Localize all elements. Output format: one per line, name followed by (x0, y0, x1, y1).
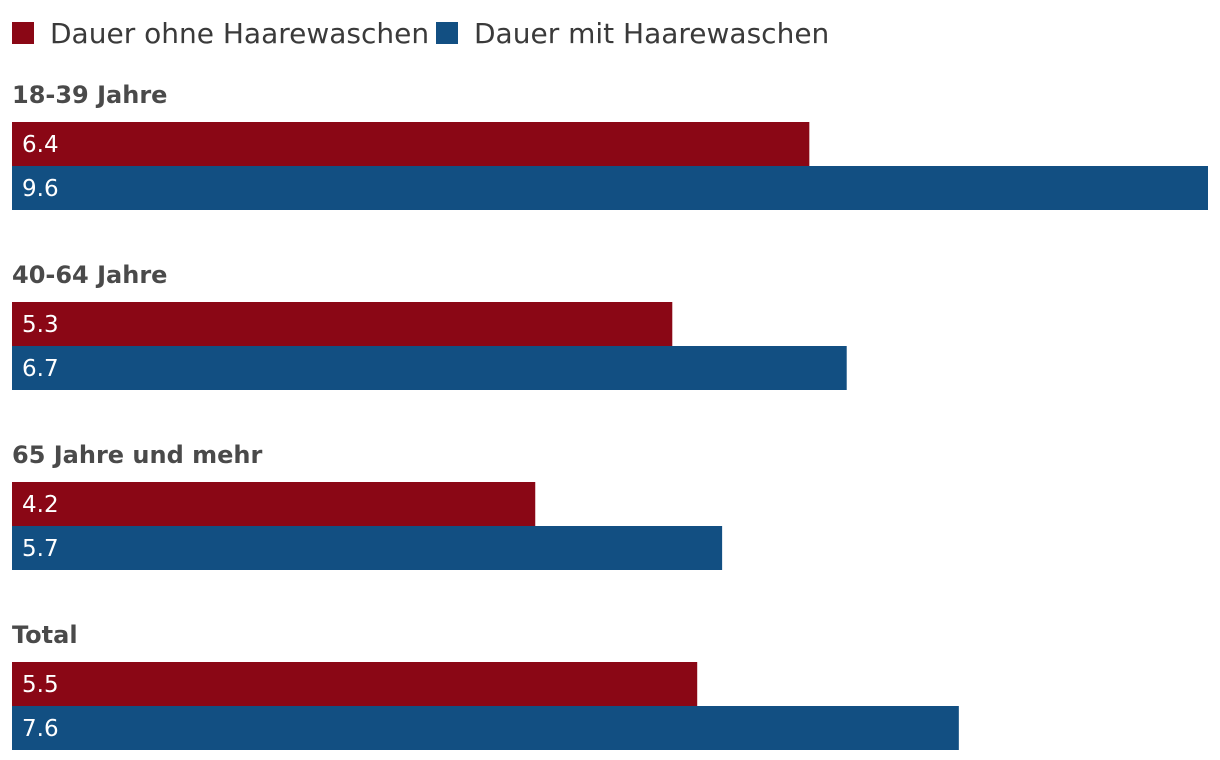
legend-item: Dauer ohne Haarewaschen (12, 17, 429, 50)
bar-value-label: 6.4 (22, 132, 59, 158)
plot-area: 18-39 Jahre 6.4 9.6 40-64 Jahre 5.3 6.7 65 Jah… (12, 81, 1208, 750)
bar-value-label: 5.5 (22, 672, 59, 698)
bar (12, 122, 810, 166)
bar (12, 166, 1208, 210)
bar-group: 40-64 Jahre 5.3 6.7 (12, 261, 847, 390)
bar-value-label: 5.3 (22, 312, 59, 338)
legend: Dauer ohne Haarewaschen Dauer mit Haarew… (12, 17, 829, 50)
legend-swatch (436, 22, 458, 44)
category-label: 65 Jahre und mehr (12, 441, 263, 469)
bar-value-label: 9.6 (22, 176, 59, 202)
bar (12, 482, 536, 526)
category-label: 18-39 Jahre (12, 81, 167, 109)
bar (12, 526, 723, 570)
legend-item: Dauer mit Haarewaschen (436, 17, 829, 50)
legend-label: Dauer mit Haarewaschen (474, 17, 829, 50)
bar-group: Total 5.5 7.6 (12, 621, 959, 750)
legend-label: Dauer ohne Haarewaschen (50, 17, 429, 50)
legend-swatch (12, 22, 34, 44)
category-label: 40-64 Jahre (12, 261, 167, 289)
bar (12, 706, 959, 750)
bar-value-label: 7.6 (22, 716, 59, 742)
bar-value-label: 4.2 (22, 492, 59, 518)
bar (12, 662, 698, 706)
bar (12, 346, 847, 390)
bar (12, 302, 673, 346)
bar-group: 18-39 Jahre 6.4 9.6 (12, 81, 1208, 210)
bar-value-label: 5.7 (22, 536, 59, 562)
category-label: Total (12, 621, 78, 649)
bar-value-label: 6.7 (22, 356, 59, 382)
bar-group: 65 Jahre und mehr 4.2 5.7 (12, 441, 723, 570)
